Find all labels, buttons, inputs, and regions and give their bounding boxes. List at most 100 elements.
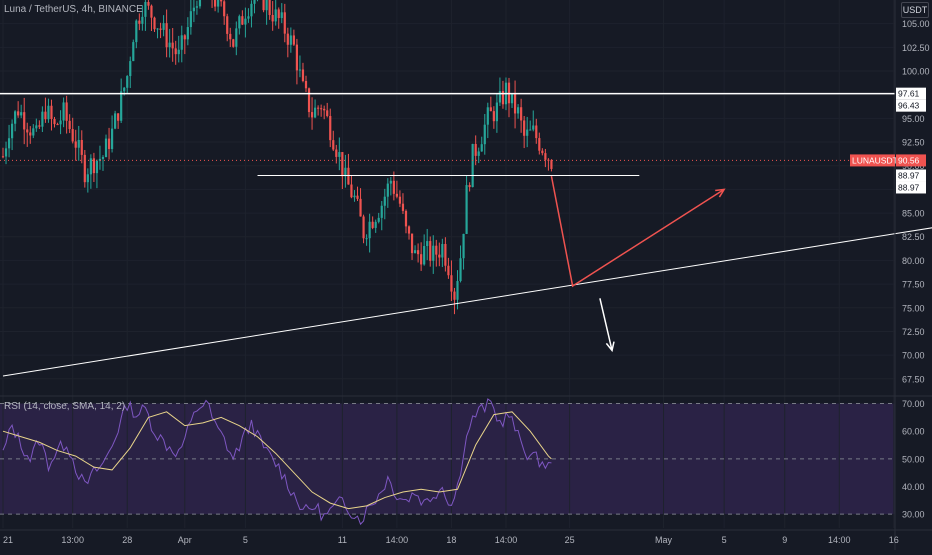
candle-body <box>262 0 265 11</box>
symbol-label: LUNAUSDT <box>852 155 898 165</box>
candle-body <box>171 42 174 49</box>
candle-body <box>371 221 374 228</box>
candle-body <box>401 203 405 211</box>
rsi-tick-label: 60.00 <box>902 427 925 437</box>
candle-body <box>410 233 414 254</box>
candle-body <box>301 69 305 82</box>
level-label-bg <box>896 87 926 100</box>
candle-body <box>435 245 438 255</box>
candle-body <box>107 138 111 149</box>
candle-body <box>226 16 229 34</box>
candle-body <box>183 35 186 40</box>
candle-body <box>186 27 189 40</box>
candle-body <box>550 160 553 169</box>
time-tick-label: May <box>655 535 673 545</box>
price-tick-label: 80.00 <box>902 256 925 266</box>
price-tick-label: 95.00 <box>902 114 925 124</box>
level-label: 88.97 <box>898 170 920 180</box>
candle-body <box>247 16 250 19</box>
candle-body <box>417 250 420 255</box>
candle-body <box>220 0 223 2</box>
candle-body <box>471 143 474 188</box>
candle-body <box>86 174 89 183</box>
time-tick-label: 14:00 <box>386 535 409 545</box>
candle-body <box>80 139 83 155</box>
price-tick-label: 75.00 <box>902 303 925 313</box>
candle-body <box>253 0 256 4</box>
candle-body <box>310 112 314 118</box>
candle-body <box>456 281 459 300</box>
candle-body <box>489 107 492 112</box>
candle-body <box>10 123 14 139</box>
candle-body <box>468 185 471 188</box>
candle-body <box>307 88 311 113</box>
candle-body <box>292 35 295 45</box>
rsi-axis[interactable]: 30.00 40.00 50.00 60.00 70.00 <box>902 399 925 520</box>
candle-body <box>477 151 480 156</box>
candle-body <box>59 120 62 125</box>
level-label-bg <box>896 169 926 182</box>
candle-body <box>398 196 402 204</box>
candle-body <box>41 111 44 127</box>
candle-body <box>244 18 247 25</box>
last-price-label: 90.56 <box>898 155 920 165</box>
candle-body <box>535 125 538 139</box>
red-projection-path <box>550 175 725 288</box>
candle-body <box>4 148 8 157</box>
time-tick-label: 13:00 <box>61 535 84 545</box>
candle-body <box>217 0 220 7</box>
candle-body <box>168 42 171 48</box>
candle-body <box>277 9 280 19</box>
candle-body <box>229 33 232 40</box>
candle-body <box>510 93 514 104</box>
time-tick-label: 11 <box>338 535 347 545</box>
candle-body <box>501 91 505 105</box>
candle-body <box>532 125 535 130</box>
trendline <box>2 227 932 377</box>
candle-body <box>356 195 359 199</box>
candle-body <box>35 125 38 129</box>
level-label-bg <box>896 181 926 194</box>
candle-body <box>138 20 141 24</box>
candle-body <box>23 112 26 130</box>
candle-body <box>77 139 80 148</box>
candle-body <box>526 129 529 136</box>
candle-body <box>44 111 47 120</box>
time-axis[interactable]: 21 13:00 28 Apr 5 11 14:00 18 14:00 25 May 5 9 14:00 1… <box>3 535 899 545</box>
candle-body <box>438 254 441 258</box>
candle-body <box>344 167 347 177</box>
candle-body <box>480 144 483 152</box>
candle-body <box>280 12 283 19</box>
candle-body <box>32 128 35 136</box>
candle-body <box>144 2 147 17</box>
candle-body <box>474 143 477 156</box>
chart-title[interactable]: Luna / TetherUS, 4h, BINANCE <box>4 4 143 15</box>
candle-body <box>189 11 192 28</box>
candle-body <box>271 14 274 22</box>
candle-body <box>420 254 423 265</box>
candle-body <box>235 28 238 47</box>
candle-body <box>223 1 226 17</box>
candle-body <box>429 241 432 261</box>
candle-body <box>541 150 544 154</box>
candle-body <box>486 107 489 125</box>
drawings-layer[interactable] <box>0 92 932 377</box>
time-tick-label: 21 <box>3 535 13 545</box>
candle-body <box>453 291 456 300</box>
level-label: 97.61 <box>898 89 920 99</box>
candle-body <box>241 16 244 25</box>
currency-selector[interactable]: USDT <box>901 2 929 18</box>
candle-body <box>120 91 123 121</box>
time-tick-label: 25 <box>565 535 575 545</box>
candle-body <box>444 243 447 266</box>
candle-body <box>298 69 302 71</box>
time-tick-label: 5 <box>243 535 248 545</box>
candle-body <box>483 124 486 145</box>
candle-body <box>65 102 68 121</box>
candle-body <box>317 107 320 109</box>
rsi-title[interactable]: RSI (14, close, SMA, 14, 2) <box>4 401 126 412</box>
candle-body <box>126 76 129 88</box>
candle-body <box>7 138 11 149</box>
